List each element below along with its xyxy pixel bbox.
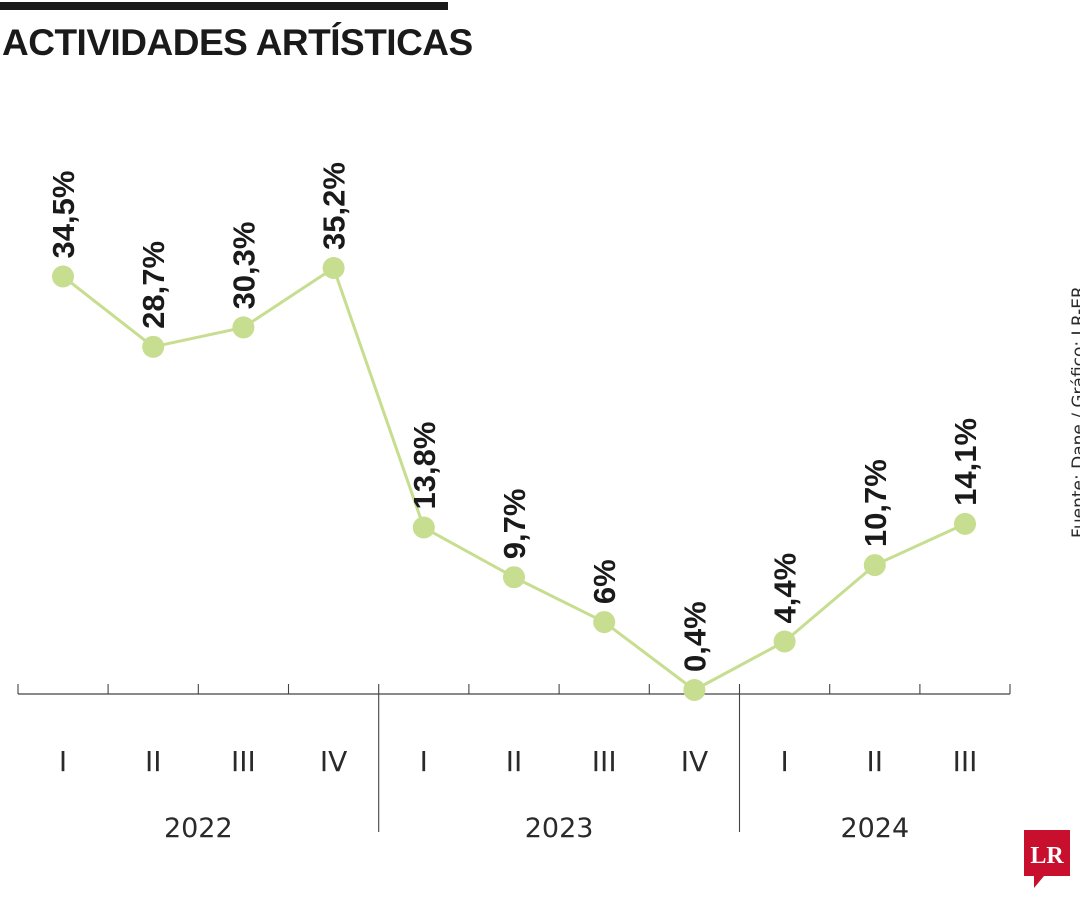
svg-text:LR: LR	[1030, 843, 1064, 869]
year-label: 2023	[525, 813, 594, 844]
quarter-label: IV	[320, 745, 347, 778]
data-label: 28,7%	[136, 241, 171, 329]
quarter-label: IV	[681, 745, 708, 778]
quarter-label: II	[867, 745, 884, 778]
data-labels: 34,5% 28,7% 30,3% 35,2% 13,8% 9,7% 6% 0,4% 4,4% 1…	[46, 162, 983, 672]
quarter-label: II	[506, 745, 523, 778]
data-label: 6%	[587, 559, 622, 604]
quarter-labels: I II III IV I II III IV I II III	[59, 745, 978, 778]
title-rule	[0, 2, 448, 10]
quarter-label: II	[145, 745, 162, 778]
year-label: 2022	[164, 813, 233, 844]
data-point	[593, 611, 616, 634]
data-label: 0,4%	[677, 601, 712, 672]
quarter-label: I	[780, 745, 788, 778]
data-point	[142, 335, 165, 358]
data-points	[52, 257, 976, 701]
data-point	[503, 566, 525, 589]
data-point	[322, 257, 345, 279]
data-point	[232, 316, 255, 339]
data-label: 9,7%	[497, 489, 532, 560]
data-point	[954, 512, 976, 535]
chart-title: ACTIVIDADES ARTÍSTICAS	[2, 22, 473, 63]
data-point	[683, 679, 706, 701]
quarter-label: I	[420, 745, 428, 778]
year-labels: 2022 2023 2024	[164, 813, 909, 844]
data-label: 13,8%	[407, 422, 442, 510]
quarter-label: I	[59, 745, 67, 778]
quarter-label: III	[231, 745, 256, 778]
data-label: 10,7%	[858, 459, 893, 547]
source-note: Fuente: Dane / Gráfico: LR-ER	[1069, 286, 1080, 538]
data-point	[52, 265, 74, 288]
quarter-label: III	[592, 745, 617, 778]
data-label: 4,4%	[768, 553, 803, 624]
data-label: 30,3%	[226, 222, 261, 310]
series-line	[62, 266, 966, 692]
quarter-label: III	[953, 745, 978, 778]
data-label: 35,2%	[317, 162, 352, 250]
x-axis	[17, 684, 1011, 832]
data-label: 34,5%	[46, 171, 81, 259]
data-point	[412, 516, 435, 539]
data-point	[773, 630, 796, 653]
data-label: 14,1%	[948, 418, 983, 506]
lr-logo: LR	[1024, 830, 1070, 888]
data-point	[863, 554, 886, 577]
year-label: 2024	[840, 813, 909, 844]
